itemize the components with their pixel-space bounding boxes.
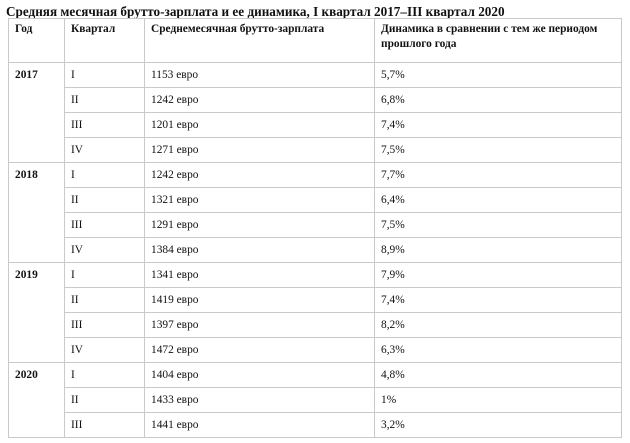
quarter-cell: III <box>64 112 145 138</box>
table-row: III 1441 евро 3,2% <box>8 412 622 438</box>
dynamics-cell: 6,3% <box>374 337 622 363</box>
salary-cell: 1397 евро <box>144 312 375 338</box>
dynamics-cell: 5,7% <box>374 62 622 88</box>
table-title: Средняя месячная брутто-зарплата и ее ди… <box>6 4 505 19</box>
quarter-cell: IV <box>64 237 145 263</box>
year-cell: 2017 <box>8 62 65 88</box>
header-quarter: Квартал <box>64 18 145 63</box>
table-row: II 1242 евро 6,8% <box>8 87 622 113</box>
header-row: Год Квартал Среднемесячная брутто-зарпла… <box>8 18 622 63</box>
salary-cell: 1433 евро <box>144 387 375 413</box>
quarter-cell: II <box>64 387 145 413</box>
dynamics-cell: 4,8% <box>374 362 622 388</box>
table-row: II 1321 евро 6,4% <box>8 187 622 213</box>
year-cell: 2019 <box>8 262 65 288</box>
dynamics-cell: 8,2% <box>374 312 622 338</box>
table-row: 2020 I 1404 евро 4,8% <box>8 362 622 388</box>
year-cell <box>8 287 65 313</box>
year-cell: 2020 <box>8 362 65 388</box>
salary-cell: 1419 евро <box>144 287 375 313</box>
quarter-cell: II <box>64 87 145 113</box>
salary-cell: 1242 евро <box>144 162 375 188</box>
year-cell <box>8 112 65 138</box>
salary-cell: 1321 евро <box>144 187 375 213</box>
quarter-cell: I <box>64 62 145 88</box>
quarter-cell: IV <box>64 337 145 363</box>
quarter-cell: II <box>64 287 145 313</box>
quarter-cell: III <box>64 312 145 338</box>
table-body: 2017 I 1153 евро 5,7% II 1242 евро 6,8% III 1201… <box>8 62 622 438</box>
year-cell <box>8 412 65 438</box>
salary-cell: 1153 евро <box>144 62 375 88</box>
header-year: Год <box>8 18 65 63</box>
salary-cell: 1242 евро <box>144 87 375 113</box>
dynamics-cell: 8,9% <box>374 237 622 263</box>
dynamics-cell: 7,4% <box>374 287 622 313</box>
salary-cell: 1291 евро <box>144 212 375 238</box>
dynamics-cell: 7,7% <box>374 162 622 188</box>
quarter-cell: III <box>64 212 145 238</box>
table-row: III 1397 евро 8,2% <box>8 312 622 338</box>
table-row: III 1291 евро 7,5% <box>8 212 622 238</box>
table-row: 2019 I 1341 евро 7,9% <box>8 262 622 288</box>
dynamics-cell: 7,5% <box>374 212 622 238</box>
table-row: IV 1384 евро 8,9% <box>8 237 622 263</box>
year-cell <box>8 337 65 363</box>
year-cell <box>8 237 65 263</box>
quarter-cell: III <box>64 412 145 438</box>
year-cell <box>8 187 65 213</box>
table-row: II 1419 евро 7,4% <box>8 287 622 313</box>
year-cell <box>8 87 65 113</box>
salary-cell: 1441 евро <box>144 412 375 438</box>
dynamics-cell: 3,2% <box>374 412 622 438</box>
dynamics-cell: 7,4% <box>374 112 622 138</box>
salary-cell: 1472 евро <box>144 337 375 363</box>
salary-cell: 1341 евро <box>144 262 375 288</box>
table-row: IV 1472 евро 6,3% <box>8 337 622 363</box>
dynamics-cell: 7,9% <box>374 262 622 288</box>
header-dynamics: Динамика в сравнении с тем же периодом п… <box>374 18 622 63</box>
dynamics-cell: 6,4% <box>374 187 622 213</box>
table-row: IV 1271 евро 7,5% <box>8 137 622 163</box>
header-salary: Среднемесячная брутто-зарплата <box>144 18 375 63</box>
quarter-cell: I <box>64 262 145 288</box>
dynamics-cell: 7,5% <box>374 137 622 163</box>
year-cell <box>8 312 65 338</box>
quarter-cell: II <box>64 187 145 213</box>
quarter-cell: IV <box>64 137 145 163</box>
salary-cell: 1201 евро <box>144 112 375 138</box>
year-cell <box>8 212 65 238</box>
salary-table: Год Квартал Среднемесячная брутто-зарпла… <box>8 18 622 438</box>
salary-cell: 1384 евро <box>144 237 375 263</box>
table-row: 2018 I 1242 евро 7,7% <box>8 162 622 188</box>
year-cell <box>8 387 65 413</box>
salary-cell: 1404 евро <box>144 362 375 388</box>
quarter-cell: I <box>64 162 145 188</box>
year-cell <box>8 137 65 163</box>
quarter-cell: I <box>64 362 145 388</box>
year-cell: 2018 <box>8 162 65 188</box>
salary-cell: 1271 евро <box>144 137 375 163</box>
table-row: III 1201 евро 7,4% <box>8 112 622 138</box>
dynamics-cell: 6,8% <box>374 87 622 113</box>
table-row: 2017 I 1153 евро 5,7% <box>8 62 622 88</box>
table-row: II 1433 евро 1% <box>8 387 622 413</box>
dynamics-cell: 1% <box>374 387 622 413</box>
